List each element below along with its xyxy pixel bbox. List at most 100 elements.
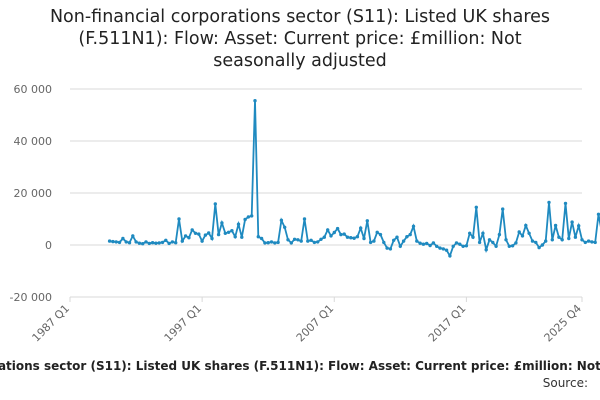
data-point [236, 222, 241, 226]
data-point [266, 241, 270, 245]
data-point [345, 235, 350, 239]
data-point [137, 241, 142, 245]
data-point [534, 240, 538, 245]
data-point [339, 232, 343, 237]
x-tick-label: 2025 Q4 [542, 302, 585, 345]
data-point [216, 232, 221, 237]
data-point [210, 236, 214, 241]
data-point [141, 242, 145, 246]
data-point [375, 230, 379, 234]
data-point [401, 239, 406, 243]
data-point [230, 229, 234, 233]
data-point [484, 248, 488, 252]
data-point [309, 238, 313, 242]
data-point [477, 240, 482, 245]
data-point [349, 236, 353, 240]
x-axis-tick-labels: 1987 Q1 1997 Q1 2007 Q1 2017 Q1 2025 Q4 [30, 297, 585, 345]
data-point [326, 228, 330, 232]
y-tick-label: -20 000 [10, 291, 52, 304]
data-point [332, 230, 336, 235]
data-point [573, 235, 578, 239]
data-point [299, 239, 303, 243]
data-point [560, 238, 564, 242]
data-point [547, 200, 551, 205]
data-point [154, 241, 158, 245]
x-tick-label: 1997 Q1 [162, 302, 205, 345]
data-point [342, 232, 346, 236]
data-point [276, 240, 280, 245]
data-point [557, 235, 561, 239]
data-point [510, 244, 515, 248]
data-point [372, 239, 376, 243]
data-point [127, 241, 132, 245]
data-point [167, 241, 171, 246]
data-point [220, 221, 224, 225]
y-tick-label: 60 000 [14, 83, 53, 96]
data-point [540, 243, 545, 247]
data-point [355, 235, 360, 239]
data-point [256, 235, 260, 239]
data-point [243, 217, 247, 222]
data-point [107, 239, 112, 243]
data-point [586, 239, 591, 243]
data-point [378, 232, 383, 237]
data-point [405, 235, 409, 239]
data-point [180, 239, 184, 243]
data-point [530, 239, 535, 243]
data-point [121, 236, 125, 241]
data-point [365, 219, 369, 223]
data-point [273, 241, 277, 245]
chart-footer: Non-financial corporations sector (S11):… [0, 358, 600, 400]
data-point [289, 241, 293, 245]
data-point [448, 254, 452, 258]
data-point [567, 236, 571, 241]
data-point [385, 246, 389, 250]
data-point [550, 238, 554, 242]
data-point [520, 234, 525, 238]
data-point [461, 244, 465, 248]
data-point [124, 240, 128, 244]
data-point [441, 247, 445, 251]
data-point [269, 240, 274, 244]
data-point [504, 238, 508, 242]
data-point [431, 241, 436, 245]
series-line [109, 100, 600, 259]
data-point [544, 239, 548, 243]
y-tick-label: 0 [45, 239, 52, 252]
data-point [302, 217, 307, 221]
data-point [292, 237, 297, 241]
data-point [464, 244, 469, 248]
data-point [164, 238, 168, 242]
data-point [263, 241, 267, 245]
data-point [312, 240, 317, 245]
data-point [114, 240, 118, 244]
data-point [157, 241, 161, 245]
data-point [335, 226, 340, 231]
data-point [451, 244, 455, 248]
data-point [454, 241, 459, 245]
source-label: Source: [542, 376, 588, 390]
data-point [150, 241, 155, 245]
data-point [471, 235, 475, 239]
data-point [487, 238, 492, 242]
chart-title: Non-financial corporations sector (S11):… [0, 6, 600, 72]
data-point [203, 233, 208, 237]
data-point [322, 235, 326, 239]
data-point [583, 240, 587, 245]
data-point [160, 240, 165, 245]
data-point [481, 231, 485, 235]
data-point [193, 231, 198, 235]
y-tick-label: 40 000 [14, 135, 53, 148]
data-point [395, 235, 399, 239]
data-point [174, 241, 178, 245]
data-point [362, 236, 366, 241]
data-point [580, 238, 584, 242]
data-point [226, 230, 231, 234]
data-point [359, 226, 363, 230]
data-point [306, 239, 310, 243]
chart-title-line-1: Non-financial corporations sector (S11):… [49, 7, 551, 27]
data-point [253, 99, 257, 103]
data-point [190, 228, 194, 232]
data-point [415, 239, 419, 243]
